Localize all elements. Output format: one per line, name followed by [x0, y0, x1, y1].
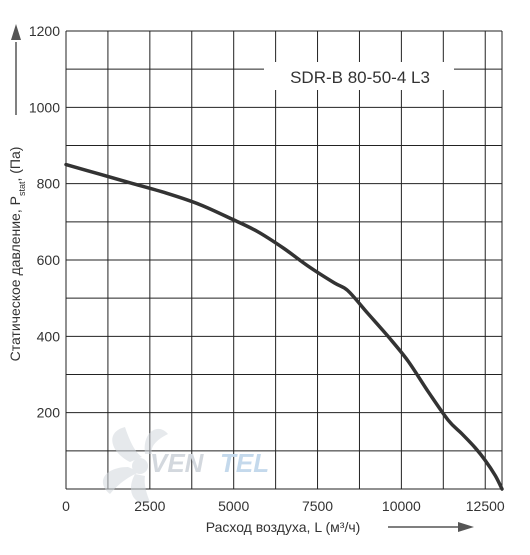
- x-axis-title: Расход воздуха, L (м³/ч): [206, 519, 361, 535]
- data-point: [306, 264, 309, 267]
- y-tick-label: 1000: [29, 99, 60, 115]
- data-point: [98, 173, 101, 175]
- data-point: [474, 447, 477, 449]
- y-tick-label: 400: [37, 328, 61, 344]
- watermark-text-tel: TEL: [220, 448, 269, 478]
- y-axis-title-unit: , (Па): [7, 147, 23, 182]
- data-point: [165, 192, 168, 194]
- data-point: [484, 459, 487, 462]
- model-label-background: [264, 62, 454, 90]
- data-point: [283, 247, 285, 250]
- data-point: [367, 312, 369, 315]
- data-point: [501, 488, 503, 490]
- x-tick-label: 2500: [134, 498, 165, 514]
- data-point: [333, 282, 336, 284]
- y-axis-arrow: [11, 24, 21, 115]
- data-point: [427, 390, 430, 393]
- fan-blades-logo: [102, 427, 168, 503]
- y-axis-title-subscript: stat: [17, 181, 27, 196]
- data-point: [461, 432, 463, 435]
- data-point: [65, 163, 67, 166]
- data-point: [447, 419, 450, 422]
- grid-lines: [65, 30, 503, 490]
- curve-layer: [64, 162, 504, 491]
- y-axis-title-main: Статическое давление, P: [7, 196, 23, 361]
- performance-curve: [64, 162, 504, 491]
- x-axis-arrow: [388, 522, 474, 532]
- data-point: [346, 289, 349, 292]
- model-label: SDR-B 80-50-4 L3: [290, 68, 430, 87]
- data-point: [494, 474, 497, 477]
- data-point: [232, 219, 235, 221]
- x-tick-label: 7500: [302, 498, 333, 514]
- data-point: [199, 203, 201, 206]
- x-tick-label: 10000: [382, 498, 421, 514]
- y-tick-label: 600: [37, 252, 61, 268]
- tick-labels: 0 2500 5000 7500 10000 12500 200 400 600 800 1000 1…: [29, 23, 505, 514]
- y-tick-label: 1200: [29, 23, 60, 39]
- y-tick-label: 800: [37, 176, 61, 192]
- y-tick-label: 200: [37, 405, 61, 421]
- data-point: [256, 230, 259, 233]
- data-point: [387, 335, 389, 338]
- x-tick-label: 0: [62, 498, 70, 514]
- data-point: [407, 360, 409, 362]
- x-tick-label: 5000: [218, 498, 249, 514]
- y-axis-title: Статическое давление, Pstat, (Па): [7, 147, 27, 362]
- x-tick-label: 12500: [466, 498, 505, 514]
- watermark-text-ven: VEN: [150, 448, 205, 478]
- data-point: [132, 182, 134, 185]
- ventel-watermark: VEN TEL: [102, 427, 269, 503]
